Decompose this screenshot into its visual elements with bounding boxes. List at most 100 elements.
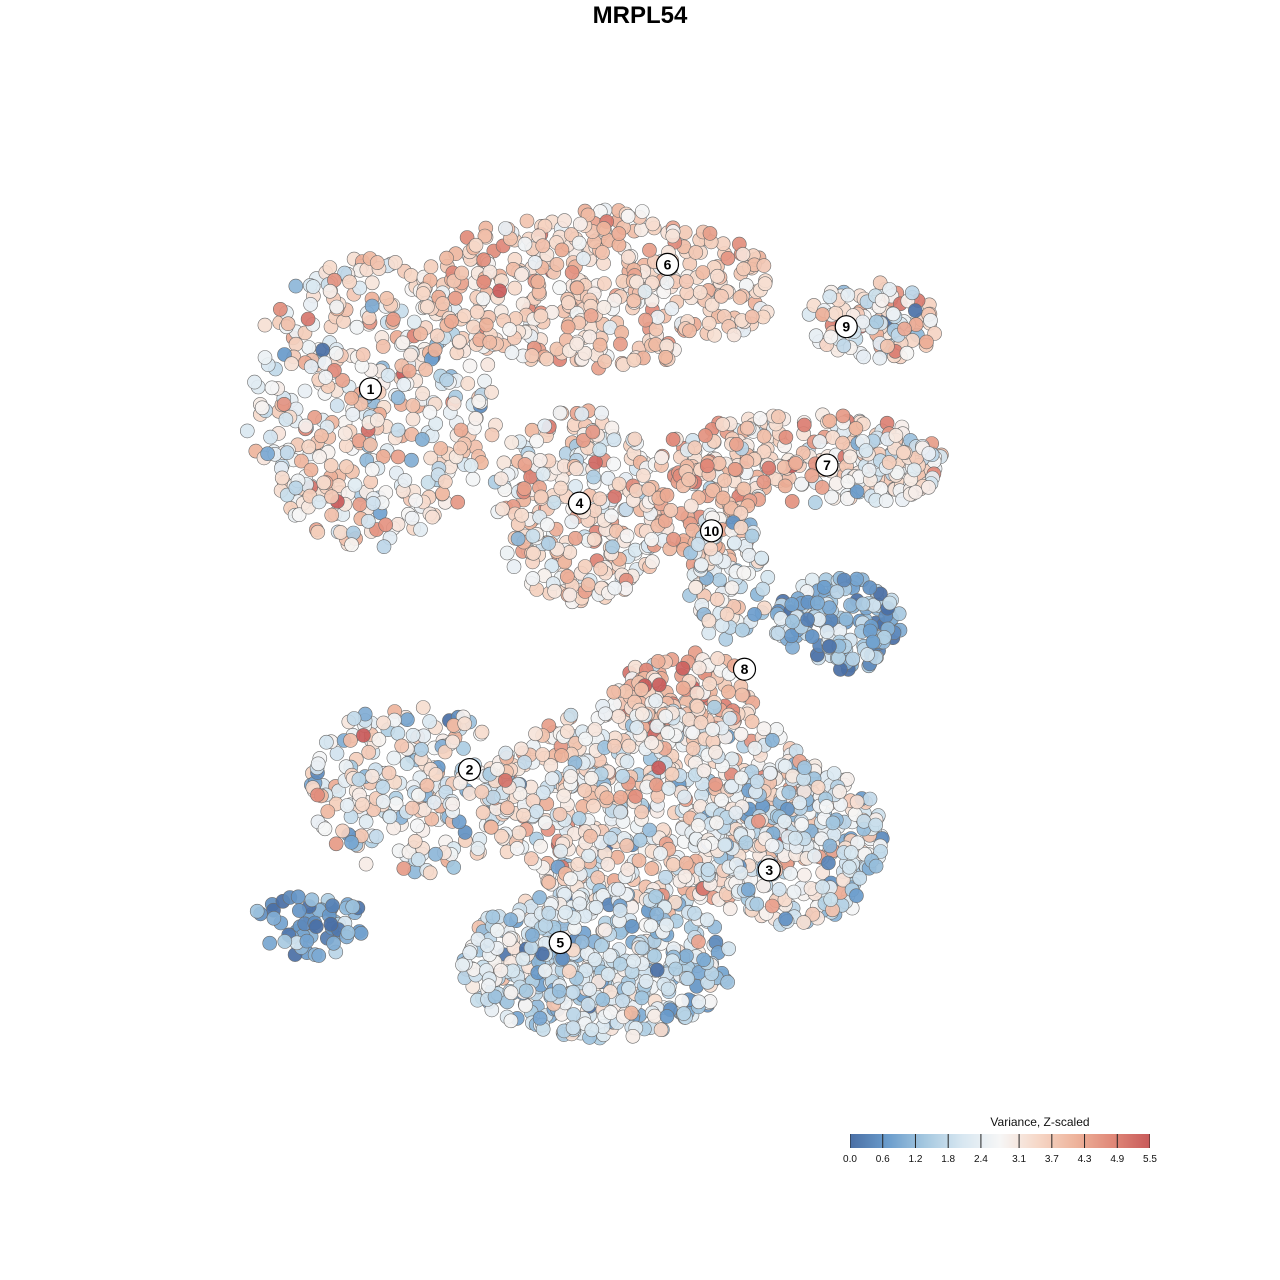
scatter-point xyxy=(681,472,696,487)
scatter-point xyxy=(422,404,438,420)
scatter-point xyxy=(908,484,923,500)
scatter-point xyxy=(819,624,835,640)
scatter-point xyxy=(848,421,864,436)
scatter-point xyxy=(722,711,738,726)
scatter-point xyxy=(687,905,702,921)
scatter-point xyxy=(597,276,612,291)
scatter-point xyxy=(527,255,543,270)
scatter-point xyxy=(624,919,640,934)
scatter-point xyxy=(606,684,622,700)
scatter-point xyxy=(583,770,599,786)
scatter-point xyxy=(610,881,626,897)
scatter-point xyxy=(715,236,731,251)
scatter-point xyxy=(629,274,644,290)
scatter-point xyxy=(535,466,551,482)
cluster-label-text: 3 xyxy=(765,862,773,878)
scatter-point xyxy=(615,768,631,784)
scatter-point xyxy=(603,1005,618,1020)
scatter-point xyxy=(466,319,481,335)
scatter-point xyxy=(400,712,415,728)
scatter-point xyxy=(788,456,804,471)
scatter-point xyxy=(715,490,731,506)
scatter-point xyxy=(703,541,719,557)
scatter-point xyxy=(526,545,541,561)
scatter-point xyxy=(825,815,841,831)
scatter-point xyxy=(533,308,549,324)
cluster-label-text: 4 xyxy=(576,495,584,511)
scatter-point xyxy=(674,993,690,1009)
scatter-point xyxy=(664,301,680,317)
scatter-point xyxy=(680,971,695,986)
scatter-point xyxy=(437,474,453,489)
scatter-point xyxy=(777,478,793,494)
scatter-point xyxy=(303,359,319,375)
scatter-point xyxy=(329,299,345,315)
scatter-point xyxy=(651,677,667,693)
scatter-point xyxy=(509,841,525,856)
scatter-point xyxy=(428,416,444,432)
scatter-point xyxy=(612,903,628,918)
scatter-point xyxy=(533,489,549,505)
scatter-point xyxy=(635,468,651,483)
scatter-point xyxy=(492,283,508,299)
scatter-point xyxy=(696,763,712,779)
scatter-point xyxy=(675,680,691,696)
scatter-point xyxy=(557,213,572,228)
scatter-point xyxy=(489,923,505,938)
scatter-point xyxy=(663,502,679,518)
scatter-point xyxy=(535,747,550,762)
scatter-point xyxy=(379,291,395,306)
scatter-point xyxy=(607,489,623,504)
scatter-point xyxy=(345,407,361,422)
scatter-point xyxy=(565,984,581,1000)
cluster-label-5: 5 xyxy=(548,930,572,955)
scatter-point xyxy=(699,912,715,928)
scatter-point xyxy=(634,940,650,956)
scatter-point xyxy=(661,780,677,796)
scatter-point xyxy=(533,838,548,854)
scatter-point xyxy=(369,255,385,270)
scatter-point xyxy=(257,350,273,365)
scatter-point xyxy=(592,442,608,458)
scatter-point xyxy=(403,268,419,283)
scatter-point xyxy=(249,903,265,919)
scatter-point xyxy=(499,800,515,816)
scatter-point xyxy=(482,334,498,350)
scatter-point xyxy=(477,228,493,244)
scatter-point xyxy=(868,817,884,833)
scatter-point xyxy=(708,744,723,760)
scatter-point xyxy=(364,768,380,784)
scatter-point xyxy=(454,265,470,281)
scatter-point xyxy=(764,732,780,748)
colorbar-tick-label: 0.6 xyxy=(875,1154,890,1165)
scatter-point xyxy=(510,531,526,547)
scatter-point xyxy=(702,676,717,692)
scatter-point xyxy=(413,326,428,342)
scatter-point xyxy=(659,275,675,290)
scatter-point xyxy=(304,892,320,908)
scatter-point xyxy=(733,520,749,535)
scatter-point xyxy=(356,728,371,743)
scatter-point xyxy=(390,422,406,438)
scatter-point xyxy=(728,805,744,821)
scatter-point xyxy=(386,750,402,766)
scatter-point xyxy=(554,748,569,763)
scatter-point xyxy=(727,535,742,551)
scatter-point xyxy=(312,449,327,465)
scatter-point xyxy=(504,345,520,360)
scatter-point xyxy=(263,429,278,445)
scatter-point xyxy=(595,992,611,1007)
scatter-points xyxy=(240,202,949,1046)
scatter-point xyxy=(880,338,895,354)
scatter-point xyxy=(399,756,415,771)
scatter-point xyxy=(530,274,546,290)
scatter-point xyxy=(381,765,397,781)
scatter-point xyxy=(498,221,513,236)
scatter-point xyxy=(561,964,577,979)
scatter-point xyxy=(658,349,673,365)
scatter-point xyxy=(634,990,650,1006)
cluster-label-text: 9 xyxy=(842,319,850,335)
scatter-point xyxy=(333,525,348,540)
scatter-point xyxy=(414,432,430,447)
scatter-point xyxy=(792,795,807,811)
